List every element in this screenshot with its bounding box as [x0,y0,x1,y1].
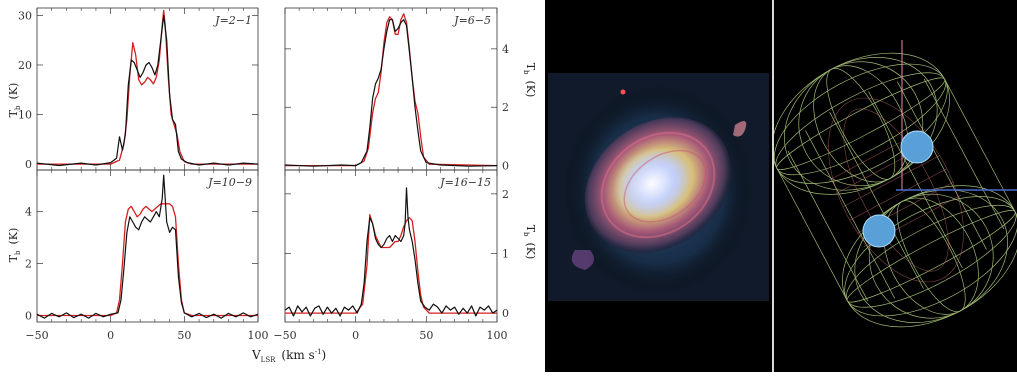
x-tick-label: 50 [177,329,191,342]
x-label-sub: LSR [261,356,276,364]
y-axis-title-left-top: Tb(K) [7,83,22,118]
transition-label: J=16−15 [438,176,491,189]
x-tick-label: 0 [352,329,359,342]
x-tick-label: 100 [248,329,269,342]
panel-frame [284,7,498,171]
y-tick-label: 2 [502,101,509,114]
x-tick-label: 100 [487,329,508,342]
line-profile-charts: 0 10 20 30 J=2−1 0 2 4 J=6−5 0 2 4 J=10−9 0 1 2 J=16−15 −… [7,7,537,364]
observed-line-p1 [36,14,259,167]
model-line-p3 [37,203,258,317]
model-line-p4 [285,214,497,314]
x-tick-label: −50 [273,329,296,342]
panel-frame [36,7,259,171]
x-label-sup: -1 [315,348,322,356]
nebula-composite-image [548,73,769,301]
y-tick-label: 0 [25,310,32,323]
transition-label: J=10−9 [206,176,252,189]
chart-panel-p1: 0 10 20 30 J=2−1 [18,7,259,171]
wireframe-3d-model [771,40,1017,328]
chart-panel-p3: 0 2 4 J=10−9 [25,169,259,323]
transition-label: J=6−5 [452,14,491,27]
transition-label: J=2−1 [213,14,252,27]
nebula-image [545,0,772,372]
svg-text:Tb(K): Tb(K) [7,228,22,263]
model-line-p2 [285,13,498,167]
chart-panel-p4: 0 1 2 J=16−15 [284,169,509,323]
y-tick-label: 20 [18,59,32,72]
x-axis-title: VLSR (km s-1) [251,348,326,364]
x-label-close: ) [322,348,327,362]
svg-text:Tb(K): Tb(K) [7,83,22,118]
panel-divider [772,0,774,372]
x-tick-label: 0 [107,329,114,342]
model-line-p1 [37,9,258,165]
y-axis-title-right-bottom: Tb(K) [522,225,537,260]
svg-text:VLSR(km s-1): VLSR (km s-1) [251,348,326,364]
y-tick-label: 0 [502,307,509,320]
observed-line-p4 [284,187,498,317]
x-label-units: (km s [281,348,314,362]
panel-frame [284,169,498,323]
y-axis-title-right-top: Tb(K) [522,63,537,98]
y-tick-label: 4 [25,206,32,219]
y-tick-label: 1 [502,247,509,260]
x-label-v: V [251,348,261,362]
y-tick-label: 30 [18,9,32,22]
y-axis-title-left-bottom: Tb(K) [7,228,22,263]
y-tick-label: 2 [25,258,32,271]
y-tick-label: 10 [18,109,32,122]
y-tick-label: 0 [502,160,509,173]
y-tick-label: 2 [502,188,509,201]
y-tick-label: 0 [25,158,32,171]
x-tick-label: −50 [25,329,48,342]
panel-frame [36,169,259,323]
chart-panels: 0 10 20 30 J=2−1 0 2 4 J=6−5 0 2 4 J=10−9 0 1 2 J=16−15 −… [18,7,509,342]
observed-line-p3 [36,174,259,319]
chart-panel-p2: 0 2 4 J=6−5 [284,7,509,173]
x-tick-label: 50 [419,329,433,342]
model-image [771,0,1017,372]
svg-text:Tb(K): Tb(K) [522,63,537,98]
observed-line-p2 [284,19,498,167]
svg-text:Tb(K): Tb(K) [522,225,537,260]
y-tick-label: 4 [502,43,509,56]
